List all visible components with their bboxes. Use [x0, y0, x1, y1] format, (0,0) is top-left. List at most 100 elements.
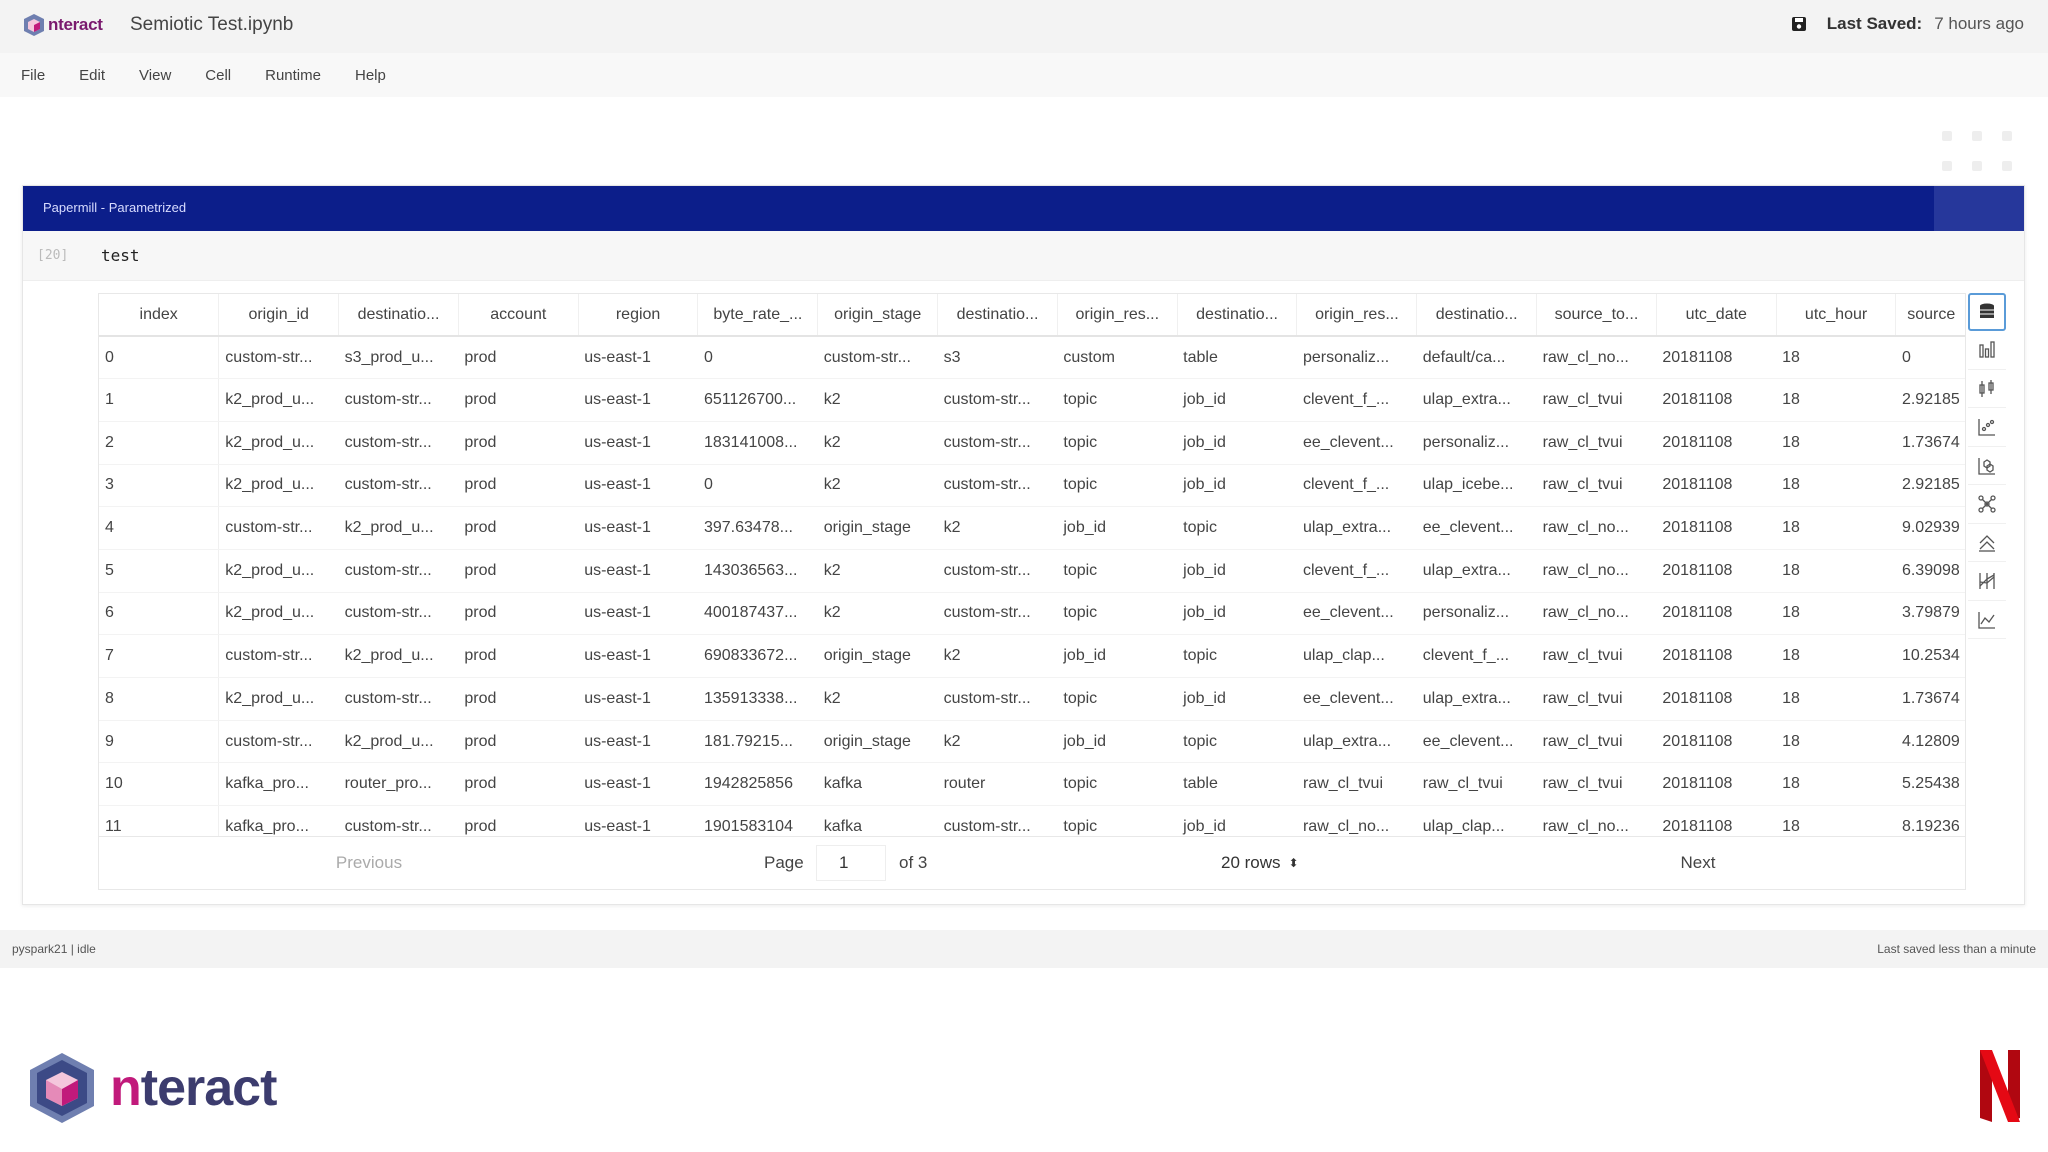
- column-header[interactable]: utc_hour: [1776, 294, 1897, 337]
- select-caret-icon: ⬍: [1288, 856, 1299, 870]
- save-status: Last Saved: 7 hours ago: [1791, 14, 2024, 34]
- hexbin-button[interactable]: [1968, 447, 2006, 485]
- status-bar: pyspark21 | idle Last saved less than a …: [0, 930, 2048, 968]
- table-cell: job_id: [1177, 592, 1297, 636]
- row-index-cell: 6: [99, 592, 220, 636]
- parallel-coords-button[interactable]: [1968, 563, 2006, 601]
- cell-action-icon[interactable]: [1942, 131, 1952, 141]
- table-cell: k2: [817, 421, 938, 465]
- table-cell: k2_prod_u...: [218, 421, 339, 465]
- previous-button[interactable]: Previous: [335, 853, 403, 872]
- table-cell: 397.63478...: [697, 506, 818, 550]
- table-row[interactable]: 0 custom-str... s3_prod_u... prod us-east-1 0…: [99, 336, 1965, 380]
- cell-action-icon[interactable]: [2002, 131, 2012, 141]
- column-header[interactable]: destinatio...: [1416, 294, 1538, 337]
- data-grid[interactable]: index origin_id destinatio... account region…: [98, 293, 1966, 889]
- column-header[interactable]: region: [578, 294, 699, 337]
- table-cell: custom-str...: [937, 549, 1058, 593]
- menu-edit[interactable]: Edit: [79, 66, 106, 84]
- cell-action-icon[interactable]: [1942, 161, 1952, 171]
- notebook-cell[interactable]: Papermill - Parametrized [20] test index…: [22, 185, 2025, 905]
- column-header[interactable]: source_to...: [1536, 294, 1657, 337]
- column-header[interactable]: utc_date: [1656, 294, 1777, 337]
- table-cell: custom: [1057, 336, 1178, 380]
- table-row[interactable]: 3 k2_prod_u... custom-str... prod us-east-1 0…: [99, 464, 1965, 508]
- table-cell: 20181108: [1656, 549, 1777, 593]
- hierarchy-button[interactable]: [1968, 524, 2006, 562]
- nteract-logo-small[interactable]: nteract: [22, 13, 103, 37]
- table-cell: clevent_f_...: [1296, 378, 1417, 422]
- column-header[interactable]: destinatio...: [338, 294, 459, 337]
- table-row[interactable]: 2 k2_prod_u... custom-str... prod us-east-1 1…: [99, 421, 1965, 465]
- cell-action-icon[interactable]: [1972, 131, 1982, 141]
- code-editor[interactable]: test: [101, 246, 140, 265]
- cell-action-icon[interactable]: [2002, 161, 2012, 171]
- kernel-status[interactable]: pyspark21 | idle: [12, 942, 96, 956]
- table-cell: 0: [697, 464, 818, 508]
- table-cell: 20181108: [1656, 634, 1777, 678]
- summary-chart-icon: [1979, 379, 1994, 397]
- column-header[interactable]: index: [99, 294, 220, 337]
- bar-chart-button[interactable]: [1968, 332, 2006, 370]
- line-chart-icon: [1978, 611, 1995, 629]
- cell-action-icon[interactable]: [1972, 161, 1982, 171]
- column-header[interactable]: origin_id: [218, 294, 340, 337]
- column-header[interactable]: origin_stage: [817, 294, 939, 337]
- rows-per-page-select[interactable]: 20 rows ⬍: [1209, 845, 1319, 881]
- menu-cell[interactable]: Cell: [205, 66, 232, 84]
- last-saved-label: Last Saved:: [1826, 14, 1923, 33]
- menu-view[interactable]: View: [139, 66, 172, 84]
- table-cell: 143036563...: [697, 549, 818, 593]
- table-cell: topic: [1057, 677, 1178, 721]
- brand-initial: n: [110, 1059, 142, 1117]
- network-button[interactable]: [1968, 486, 2006, 524]
- summary-chart-button[interactable]: [1968, 370, 2006, 408]
- data-table: index origin_id destinatio... account region…: [99, 294, 1965, 849]
- page-number-input[interactable]: [816, 845, 886, 881]
- save-disk-icon[interactable]: [1791, 16, 1807, 32]
- table-cell: ee_clevent...: [1416, 720, 1537, 764]
- menu-file[interactable]: File: [21, 66, 46, 84]
- notebook-title[interactable]: Semiotic Test.ipynb: [130, 14, 294, 35]
- table-row[interactable]: 10 kafka_pro... router_pro... prod us-east-1…: [99, 762, 1965, 807]
- table-row[interactable]: 4 custom-str... k2_prod_u... prod us-east-1 3…: [99, 506, 1965, 550]
- menu-help[interactable]: Help: [354, 66, 386, 84]
- column-header[interactable]: byte_rate_...: [697, 294, 819, 337]
- column-header[interactable]: origin_res...: [1296, 294, 1418, 337]
- table-row[interactable]: 1 k2_prod_u... custom-str... prod us-east-1 6…: [99, 378, 1965, 422]
- table-cell: custom-str...: [937, 677, 1058, 721]
- table-row[interactable]: 8 k2_prod_u... custom-str... prod us-east-1 1…: [99, 677, 1965, 721]
- column-header[interactable]: account: [458, 294, 579, 337]
- table-cell: ee_clevent...: [1296, 592, 1417, 636]
- table-header: index origin_id destinatio... account region…: [99, 294, 1965, 337]
- table-cell: 20181108: [1656, 464, 1777, 508]
- column-header[interactable]: source: [1895, 294, 1965, 337]
- table-cell: 9.02939: [1895, 506, 1965, 550]
- column-header[interactable]: origin_res...: [1057, 294, 1178, 337]
- table-cell: k2: [937, 634, 1058, 678]
- table-cell: 18: [1776, 421, 1896, 465]
- scatter-button[interactable]: [1968, 409, 2006, 447]
- column-header[interactable]: destinatio...: [937, 294, 1058, 337]
- cell-bar-actions[interactable]: [1934, 186, 2024, 231]
- table-cell: 10.2534: [1895, 634, 1965, 678]
- line-chart-button[interactable]: [1968, 601, 2006, 639]
- table-cell: 18: [1776, 336, 1896, 380]
- table-row[interactable]: 6 k2_prod_u... custom-str... prod us-east-1 4…: [99, 592, 1965, 636]
- table-cell: ee_clevent...: [1416, 506, 1537, 550]
- table-cell: raw_cl_tvui: [1416, 762, 1537, 807]
- cell-input[interactable]: [20] test: [23, 231, 2024, 281]
- next-button[interactable]: Next: [1680, 853, 1716, 872]
- nteract-cube-icon: [24, 14, 44, 36]
- menu-runtime[interactable]: Runtime: [265, 66, 321, 84]
- page-label: Page: [764, 853, 804, 872]
- column-header[interactable]: destinatio...: [1177, 294, 1298, 337]
- table-row[interactable]: 5 k2_prod_u... custom-str... prod us-east-1 1…: [99, 549, 1965, 593]
- table-row[interactable]: 7 custom-str... k2_prod_u... prod us-east-1 6…: [99, 634, 1965, 678]
- data-table-button[interactable]: [1968, 293, 2006, 331]
- table-cell: topic: [1057, 421, 1178, 465]
- table-cell: 0: [1895, 336, 1965, 380]
- table-row[interactable]: 9 custom-str... k2_prod_u... prod us-east-1 1…: [99, 720, 1965, 764]
- table-cell: job_id: [1177, 677, 1297, 721]
- table-cell: raw_cl_tvui: [1536, 762, 1657, 807]
